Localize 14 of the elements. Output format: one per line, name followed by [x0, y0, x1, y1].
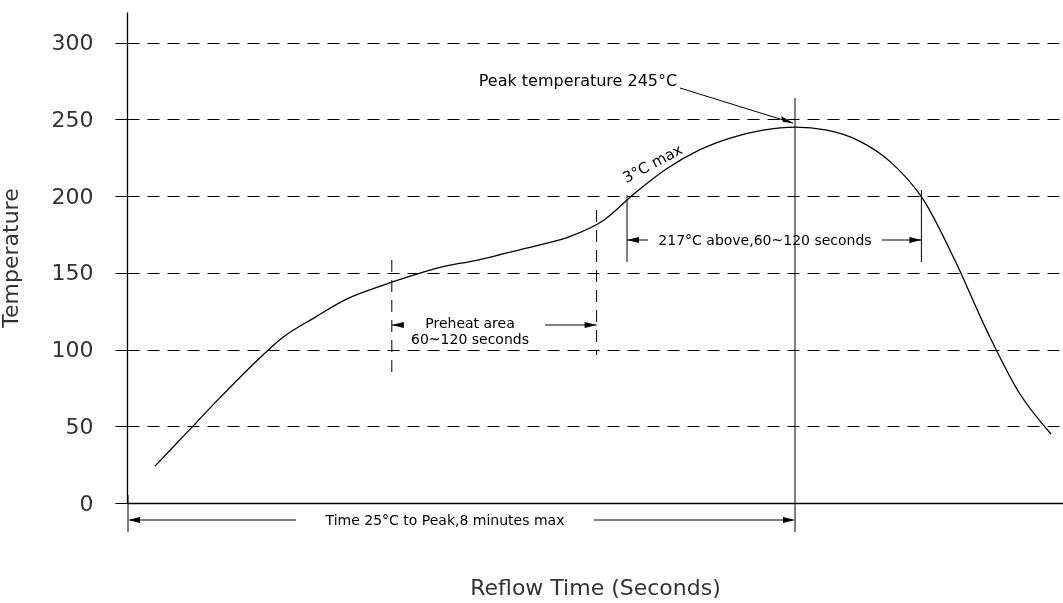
- text: Time 25°C to Peak,8 minutes max: [324, 512, 565, 528]
- y-tick-label: 150: [51, 260, 94, 286]
- y-tick-label: 50: [65, 413, 94, 439]
- y-tick-label: 0: [79, 490, 94, 516]
- annotation: 3°C max: [619, 140, 686, 187]
- y-tick-label: 200: [51, 183, 94, 209]
- y-tick-label: 100: [51, 337, 94, 363]
- y-tick-label: 300: [51, 30, 94, 56]
- annotation: Peak temperature 245°C: [478, 71, 678, 90]
- annotation: Preheat area 60~120 seconds: [411, 315, 529, 347]
- y-tick-label: 250: [51, 106, 94, 132]
- y-axis-title: Temperature: [0, 188, 23, 329]
- annotation: 217°C above,60~120 seconds: [658, 232, 872, 248]
- x-axis-title: Reflow Time (Seconds): [470, 574, 721, 600]
